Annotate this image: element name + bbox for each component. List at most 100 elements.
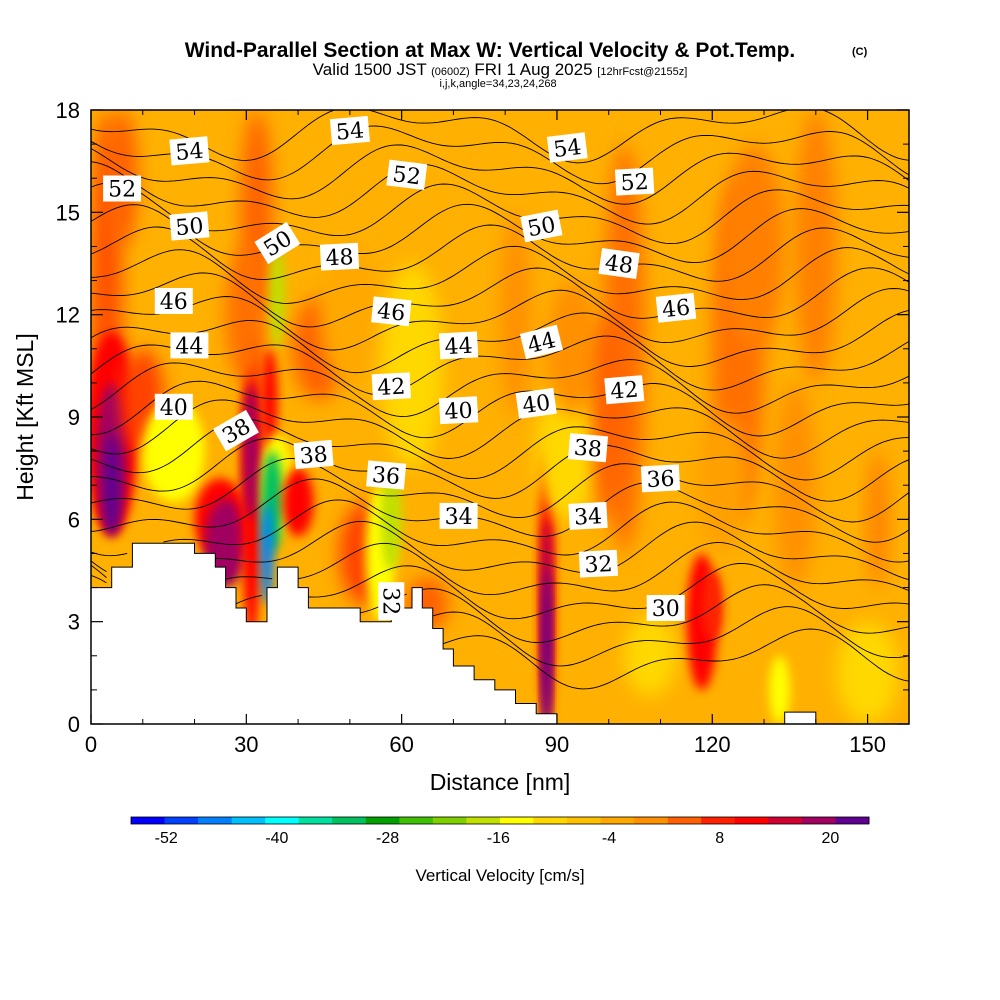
- velocity-cell: [500, 212, 531, 417]
- colorbar-frame: [130, 816, 870, 825]
- theta-label-box: [103, 175, 142, 202]
- y-tick-label: 6: [68, 507, 80, 532]
- theta-label-text: 52: [108, 178, 136, 203]
- colorbar-swatch: [768, 817, 803, 824]
- theta-label-box: [371, 296, 412, 327]
- theta-label-text: 54: [174, 139, 204, 166]
- colorbar-swatch: [600, 817, 635, 824]
- theta-label: 40: [438, 396, 479, 425]
- theta-label-box: [520, 209, 563, 243]
- y-tick-label: 0: [68, 712, 80, 737]
- theta-label: 52: [614, 167, 655, 196]
- theta-label: 46: [655, 292, 697, 323]
- velocity-cell: [593, 314, 625, 520]
- theta-contour: [91, 335, 909, 396]
- theta-label-box: [371, 372, 411, 401]
- colorbar-tick-label: -40: [265, 830, 288, 847]
- velocity-cell: [774, 382, 816, 588]
- velocity-cell: [142, 399, 205, 503]
- theta-contour: [91, 288, 909, 351]
- theta-contour: [91, 267, 909, 328]
- theta-label-box: [519, 324, 563, 360]
- theta-label-text: 34: [573, 504, 602, 530]
- colorbar-tick-label: -52: [155, 830, 178, 847]
- y-tick-label: 9: [68, 405, 80, 430]
- theta-label-text: 32: [377, 587, 402, 615]
- theta-label-box: [213, 409, 259, 452]
- colorbar-swatch: [533, 817, 568, 824]
- colorbar-swatch: [298, 817, 333, 824]
- theta-contour: [91, 125, 909, 185]
- colorbar-swatch: [801, 817, 836, 824]
- theta-label-box: [154, 288, 193, 314]
- theta-label: 34: [568, 501, 608, 531]
- theta-label-box: [254, 221, 301, 265]
- theta-label-box: [567, 433, 609, 463]
- theta-label: 52: [386, 159, 428, 190]
- colorbar-tick-label: 20: [822, 830, 840, 847]
- theta-label-box: [655, 292, 697, 323]
- theta-contour: [91, 110, 909, 164]
- colorbar-label: Vertical Velocity [cm/s]: [415, 866, 584, 885]
- theta-label-box: [438, 331, 479, 360]
- theta-contour: [91, 224, 909, 282]
- velocity-cell: [536, 382, 599, 520]
- colorbar-swatch: [198, 817, 233, 824]
- theta-label: 50: [169, 211, 210, 241]
- theta-label-box: [438, 396, 479, 425]
- theta-label-text: 52: [391, 162, 422, 190]
- theta-contour: [91, 182, 909, 245]
- theta-label-text: 46: [376, 299, 406, 327]
- theta-label-text: 50: [174, 214, 204, 241]
- theta-label: 42: [604, 375, 645, 405]
- theta-label-box: [646, 595, 685, 621]
- theta-label-text: 48: [603, 251, 634, 280]
- velocity-cell: [624, 614, 676, 697]
- y-tick-label: 18: [56, 98, 80, 123]
- velocity-cell: [696, 417, 749, 554]
- chart-params: i,j,k,angle=34,23,24,268: [439, 78, 556, 90]
- velocity-cell: [867, 451, 889, 588]
- theta-label-box: [568, 501, 608, 530]
- colorbar-swatch: [701, 817, 736, 824]
- theta-contour: [91, 161, 909, 225]
- theta-label: 40: [154, 393, 193, 421]
- theta-label-box: [598, 247, 640, 280]
- theta-label-text: 40: [444, 398, 473, 424]
- theta-label: 30: [646, 595, 685, 622]
- colorbar-swatch: [131, 817, 166, 824]
- colorbar-tick-label: 8: [715, 830, 724, 847]
- theta-label-box: [614, 167, 655, 196]
- theta-label: 52: [103, 175, 142, 203]
- theta-label-text: 38: [299, 442, 329, 469]
- velocity-cell: [769, 655, 790, 724]
- colorbar-swatch: [734, 817, 769, 824]
- colorbar-swatch: [567, 817, 602, 824]
- theta-contour: [442, 628, 909, 690]
- theta-label-box: [169, 136, 210, 166]
- velocity-cell: [836, 621, 899, 724]
- theta-contour: [91, 458, 909, 523]
- title-copyright-mark: (C): [852, 46, 868, 58]
- velocity-cell: [701, 570, 723, 639]
- colorbar-swatch: [634, 817, 669, 824]
- theta-label-box: [578, 549, 619, 578]
- x-tick-label: 90: [545, 732, 569, 757]
- theta-label-text: 44: [444, 334, 473, 360]
- theta-contour: [91, 245, 909, 304]
- theta-contour: [91, 399, 909, 459]
- theta-label-text: 42: [609, 378, 639, 405]
- colorbar-swatch: [265, 817, 300, 824]
- theta-label-text: 36: [371, 463, 401, 490]
- theta-label-text: 40: [521, 391, 552, 420]
- theta-contour: [91, 541, 909, 596]
- theta-contour: [91, 499, 909, 563]
- theta-label-text: 32: [584, 552, 613, 578]
- theta-contour: [91, 562, 909, 620]
- theta-label-text: 50: [526, 213, 558, 243]
- colorbar-swatch: [332, 817, 367, 824]
- theta-label-text: 46: [661, 295, 691, 323]
- theta-label-text: 54: [335, 118, 365, 145]
